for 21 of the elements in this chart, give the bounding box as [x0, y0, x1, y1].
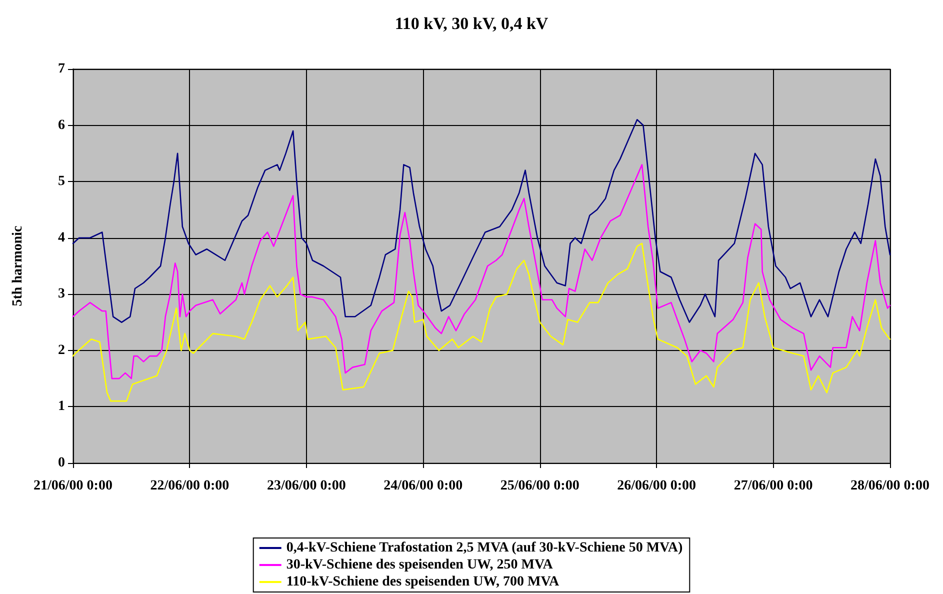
x-tick-label: 25/06/00 0:00	[500, 478, 580, 494]
y-tick-label: 2	[58, 342, 65, 358]
chart-title: 110 kV, 30 kV, 0,4 kV	[394, 14, 549, 33]
legend-label: 110-kV-Schiene des speisenden UW, 700 MVA	[286, 574, 560, 590]
y-axis-title: 5th harmonic	[10, 226, 26, 306]
x-tick-label: 26/06/00 0:00	[617, 478, 696, 494]
y-tick-label: 1	[58, 399, 65, 414]
legend-label: 30-kV-Schiene des speisenden UW, 250 MVA	[286, 558, 554, 572]
y-tick-label: 0	[58, 456, 65, 470]
x-tick-label: 28/06/00 0:00	[850, 478, 930, 494]
x-tick-label: 23/06/00 0:00	[266, 478, 346, 494]
x-tick-label: 27/06/00 0:00	[734, 478, 813, 494]
y-tick-label: 5	[58, 174, 65, 190]
y-tick-label: 4	[58, 230, 65, 246]
x-tick-label: 22/06/00 0:00	[150, 478, 230, 494]
y-tick-label: 6	[58, 118, 65, 133]
x-tick-label: 24/06/00 0:00	[384, 478, 463, 494]
y-tick-label: 3	[58, 286, 65, 302]
y-tick-label: 7	[58, 62, 65, 76]
x-tick-label: 21/06/00 0:00	[34, 478, 112, 494]
legend-label: 0,4-kV-Schiene Trafostation 2,5 MVA (auf 30-kV-Schiene 50 MVA)	[286, 540, 683, 556]
